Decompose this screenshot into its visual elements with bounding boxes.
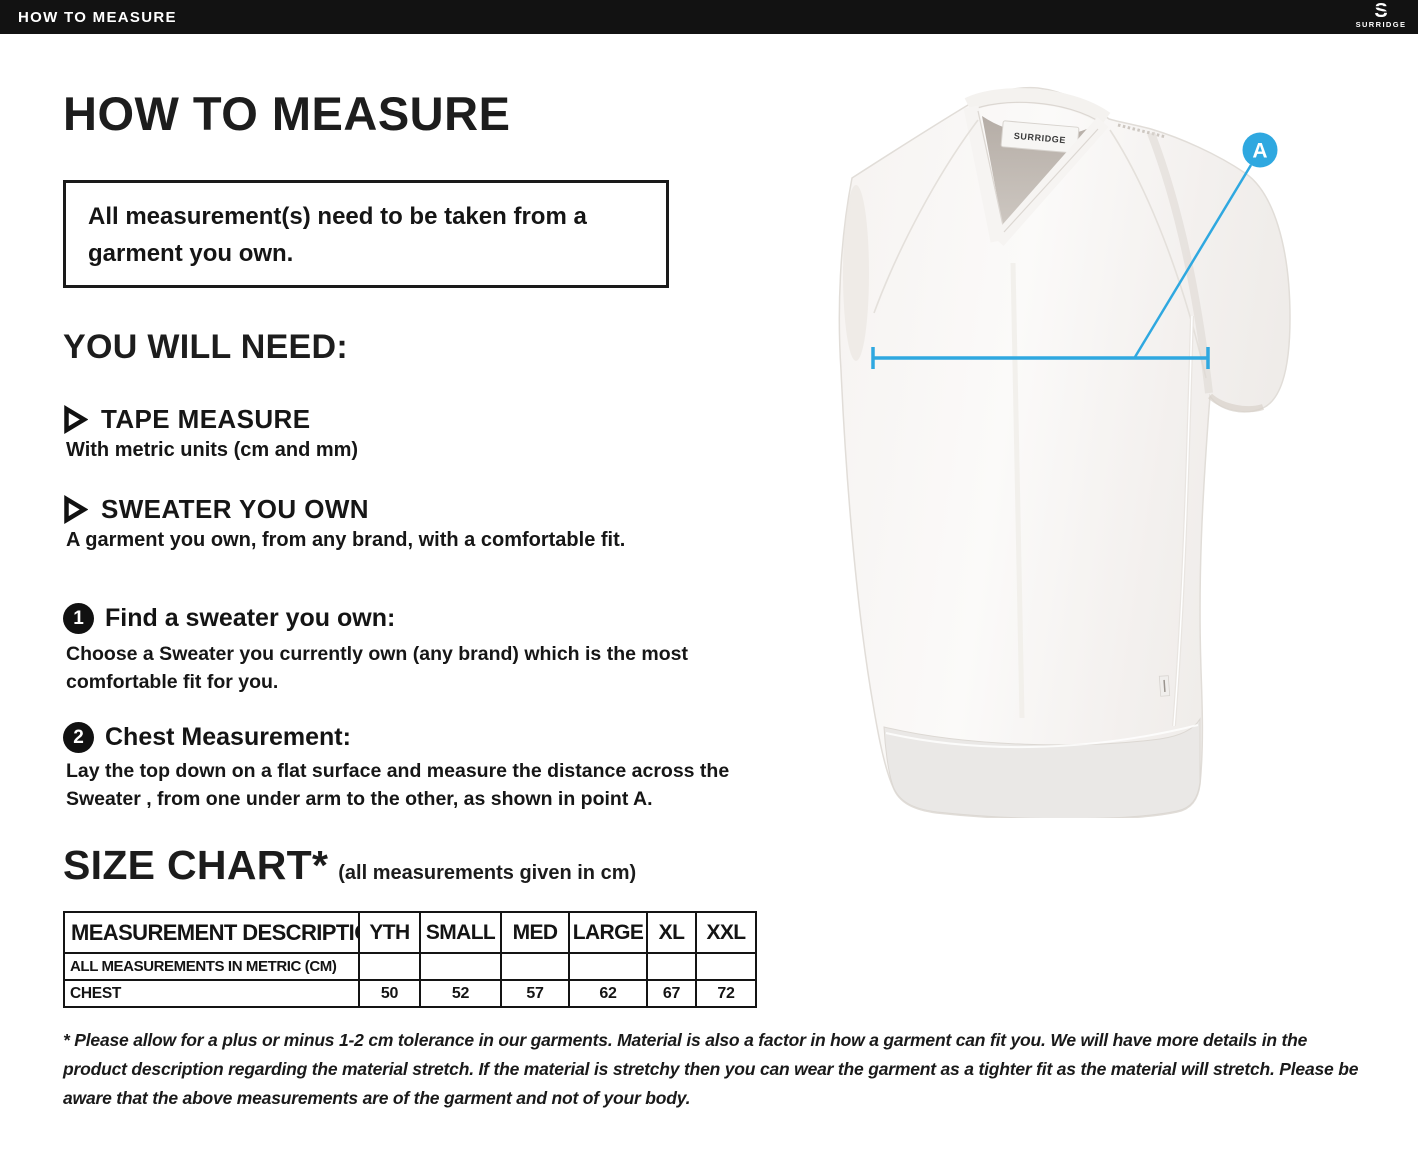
triangle-bullet-icon [64, 405, 88, 434]
column-header: YTH [358, 911, 421, 954]
column-header: XL [646, 911, 697, 954]
side-tag [1158, 675, 1171, 697]
value-cell [695, 952, 757, 981]
value-cell [568, 952, 648, 981]
chest-measurement-overlay: A [871, 132, 1278, 369]
collar-band-edge [968, 101, 1104, 125]
surridge-logo: S SURRIDGE [1349, 1, 1413, 33]
collar-label-text: SURRIDGE [1013, 131, 1066, 146]
need-item-description: With metric units (cm and mm) [66, 439, 359, 461]
need-item-description: A garment you own, from any brand, with … [66, 529, 626, 551]
collar-band [964, 88, 1111, 126]
need-item-title: SWEATER YOU OWN [101, 494, 369, 524]
value-cell: 67 [646, 979, 697, 1008]
column-header: MED [500, 911, 570, 954]
footnote: * Please allow for a plus or minus 1-2 c… [63, 1030, 1359, 1108]
notice-box: All measurement(s) need to be taken from… [63, 180, 669, 288]
step-title: Chest Measurement: [105, 723, 351, 751]
column-header: LARGE [568, 911, 648, 954]
step-title: Find a sweater you own: [105, 604, 396, 632]
step-number-badge: 2 [63, 722, 94, 753]
value-cell: 52 [419, 979, 502, 1008]
need-item-title: TAPE MEASURE [101, 404, 311, 434]
hem-band-highlight [885, 724, 1199, 749]
notice-text: All measurement(s) need to be taken from… [88, 203, 587, 267]
shoulder-stitch [1117, 123, 1167, 139]
step-description: Choose a Sweater you currently own (any … [66, 643, 688, 693]
surridge-logo-text: SURRIDGE [1355, 20, 1407, 29]
armhole-shadow-left [843, 185, 869, 361]
need-item-sweater: SWEATER YOU OWN [63, 494, 369, 525]
size-chart-title: SIZE CHART* [63, 842, 329, 888]
sleeve-curl-shadow [1207, 393, 1264, 413]
table-row: CHEST 50 52 57 62 67 72 [63, 979, 757, 1008]
point-a-marker-label: A [1252, 140, 1267, 163]
triangle-bullet-icon [64, 495, 88, 524]
table-header-row: MEASUREMENT DESCRIPTION YTH SMALL MED LA… [63, 911, 757, 954]
vneck-band-left [963, 105, 1006, 243]
column-header: MEASUREMENT DESCRIPTION [63, 911, 360, 954]
row-label-cell: CHEST [63, 979, 360, 1008]
value-cell: 62 [568, 979, 648, 1008]
step-description: Lay the top down on a flat surface and m… [66, 760, 730, 810]
you-will-need-heading: YOU WILL NEED: [63, 328, 349, 366]
svg-text:S: S [1374, 1, 1387, 21]
step-1: 1 Find a sweater you own: [63, 603, 395, 634]
step-number-badge: 1 [63, 603, 94, 634]
value-cell: 72 [695, 979, 757, 1008]
garment-body [838, 86, 1291, 821]
value-cell [419, 952, 502, 981]
vneck-band-right-edge [1003, 128, 1099, 233]
top-bar-title: HOW TO MEASURE [18, 8, 177, 26]
value-cell [500, 952, 570, 981]
need-item-tape-measure: TAPE MEASURE [63, 404, 310, 435]
value-cell: 50 [358, 979, 421, 1008]
callout-line [1133, 164, 1253, 358]
sleeveless-sweater-image: SURRIDGE [838, 86, 1291, 821]
collar-label: SURRIDGE [1000, 120, 1080, 154]
value-cell: 57 [500, 979, 570, 1008]
body-crease [1010, 262, 1025, 719]
value-cell [358, 952, 421, 981]
size-chart-subtitle: (all measurements given in cm) [338, 862, 637, 884]
side-piping-highlight [1173, 315, 1193, 727]
size-chart-heading: SIZE CHART* (all measurements given in c… [63, 842, 636, 889]
surridge-s-icon: S [1373, 1, 1389, 21]
size-chart-table: MEASUREMENT DESCRIPTION YTH SMALL MED LA… [63, 911, 757, 1008]
step-2: 2 Chest Measurement: [63, 722, 351, 753]
row-label-cell: ALL MEASUREMENTS IN METRIC (CM) [63, 952, 360, 981]
table-row: ALL MEASUREMENTS IN METRIC (CM) [63, 952, 757, 981]
column-header: XXL [695, 911, 757, 954]
point-a-marker [1242, 132, 1278, 168]
top-bar: HOW TO MEASURE S SURRIDGE [0, 0, 1418, 34]
vneck-band-left-edge [977, 110, 1006, 236]
value-cell [646, 952, 697, 981]
page-title: HOW TO MEASURE [63, 87, 511, 140]
column-header: SMALL [419, 911, 502, 954]
garment-illustration: SURRIDGE [818, 78, 1318, 821]
raglan-seam-left [873, 119, 979, 314]
raglan-seam-right [1109, 129, 1207, 379]
